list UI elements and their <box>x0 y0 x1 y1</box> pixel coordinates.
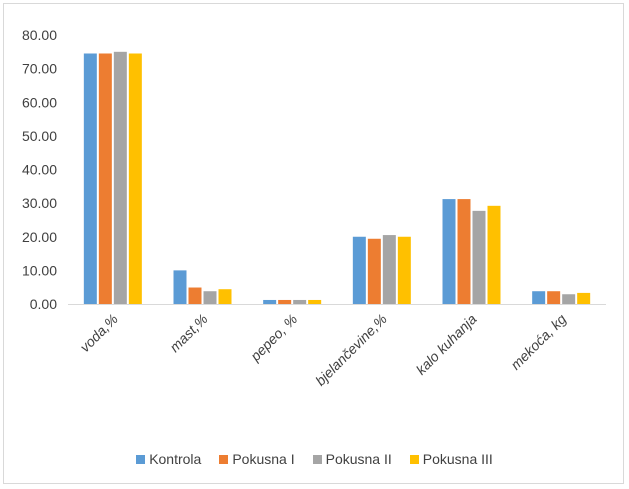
bar-kontrola <box>442 199 456 304</box>
legend-label: Pokusna III <box>422 451 493 467</box>
bar-pokusna-iii <box>577 292 591 304</box>
legend-label: Pokusna I <box>232 451 295 467</box>
bar-pokusna-ii <box>562 294 576 304</box>
bars <box>83 51 591 305</box>
legend-item: Pokusna III <box>409 451 493 467</box>
bar-kontrola <box>83 53 97 305</box>
bar-pokusna-iii <box>308 299 322 304</box>
bar-pokusna-i <box>457 199 471 304</box>
y-tick-label: 70.00 <box>22 61 57 77</box>
y-tick-label: 20.00 <box>22 229 57 245</box>
y-tick-label: 50.00 <box>22 128 57 144</box>
bar-pokusna-i <box>547 291 561 304</box>
legend-item: Pokusna I <box>219 451 295 467</box>
bar-kontrola <box>263 299 277 304</box>
y-tick-label: 0.00 <box>30 296 57 312</box>
legend-swatch <box>136 454 146 464</box>
bar-kontrola <box>352 236 366 304</box>
x-category-label: pepeo, % <box>246 311 300 365</box>
bar-kontrola <box>173 270 187 304</box>
x-category-label: mekoća, kg <box>507 311 569 373</box>
bar-kontrola <box>532 291 546 304</box>
bar-pokusna-i <box>367 238 381 304</box>
bar-pokusna-ii <box>293 299 307 304</box>
bar-pokusna-ii <box>203 291 217 304</box>
x-category-label: mast,% <box>166 311 210 355</box>
x-axis: voda,% mast,% pepeo, % bjelančevine,% kalo k… <box>68 304 606 389</box>
x-category-label: voda,% <box>77 311 121 355</box>
legend-label: Kontrola <box>149 451 202 467</box>
y-tick-label: 40.00 <box>22 162 57 178</box>
legend-item: Pokusna II <box>312 451 392 467</box>
legend-swatch <box>312 454 322 464</box>
y-axis: 0.00 10.00 20.00 30.00 40.00 50.00 60.00 70.00 8… <box>22 27 57 312</box>
x-category-label: kalo kuhanja <box>413 311 480 378</box>
legend-label: Pokusna II <box>325 451 392 467</box>
legend-swatch <box>409 454 419 464</box>
bar-pokusna-iii <box>397 236 411 304</box>
bar-pokusna-ii <box>472 210 486 304</box>
bar-pokusna-iii <box>487 205 501 304</box>
legend: Kontrola Pokusna I Pokusna II Pokusna III <box>0 451 629 467</box>
bar-pokusna-ii <box>382 235 396 304</box>
y-tick-label: 60.00 <box>22 94 57 110</box>
legend-swatch <box>219 454 229 464</box>
x-category-label: bjelančevine,% <box>312 311 390 389</box>
bar-pokusna-iii <box>218 289 232 304</box>
bar-pokusna-i <box>188 287 202 304</box>
bar-pokusna-ii <box>113 51 127 304</box>
bar-pokusna-i <box>278 299 292 304</box>
y-tick-label: 30.00 <box>22 195 57 211</box>
bar-pokusna-i <box>98 53 112 305</box>
legend-item: Kontrola <box>136 451 201 467</box>
y-tick-label: 80.00 <box>22 27 57 43</box>
bar-pokusna-iii <box>128 53 142 305</box>
y-tick-label: 10.00 <box>22 262 57 278</box>
